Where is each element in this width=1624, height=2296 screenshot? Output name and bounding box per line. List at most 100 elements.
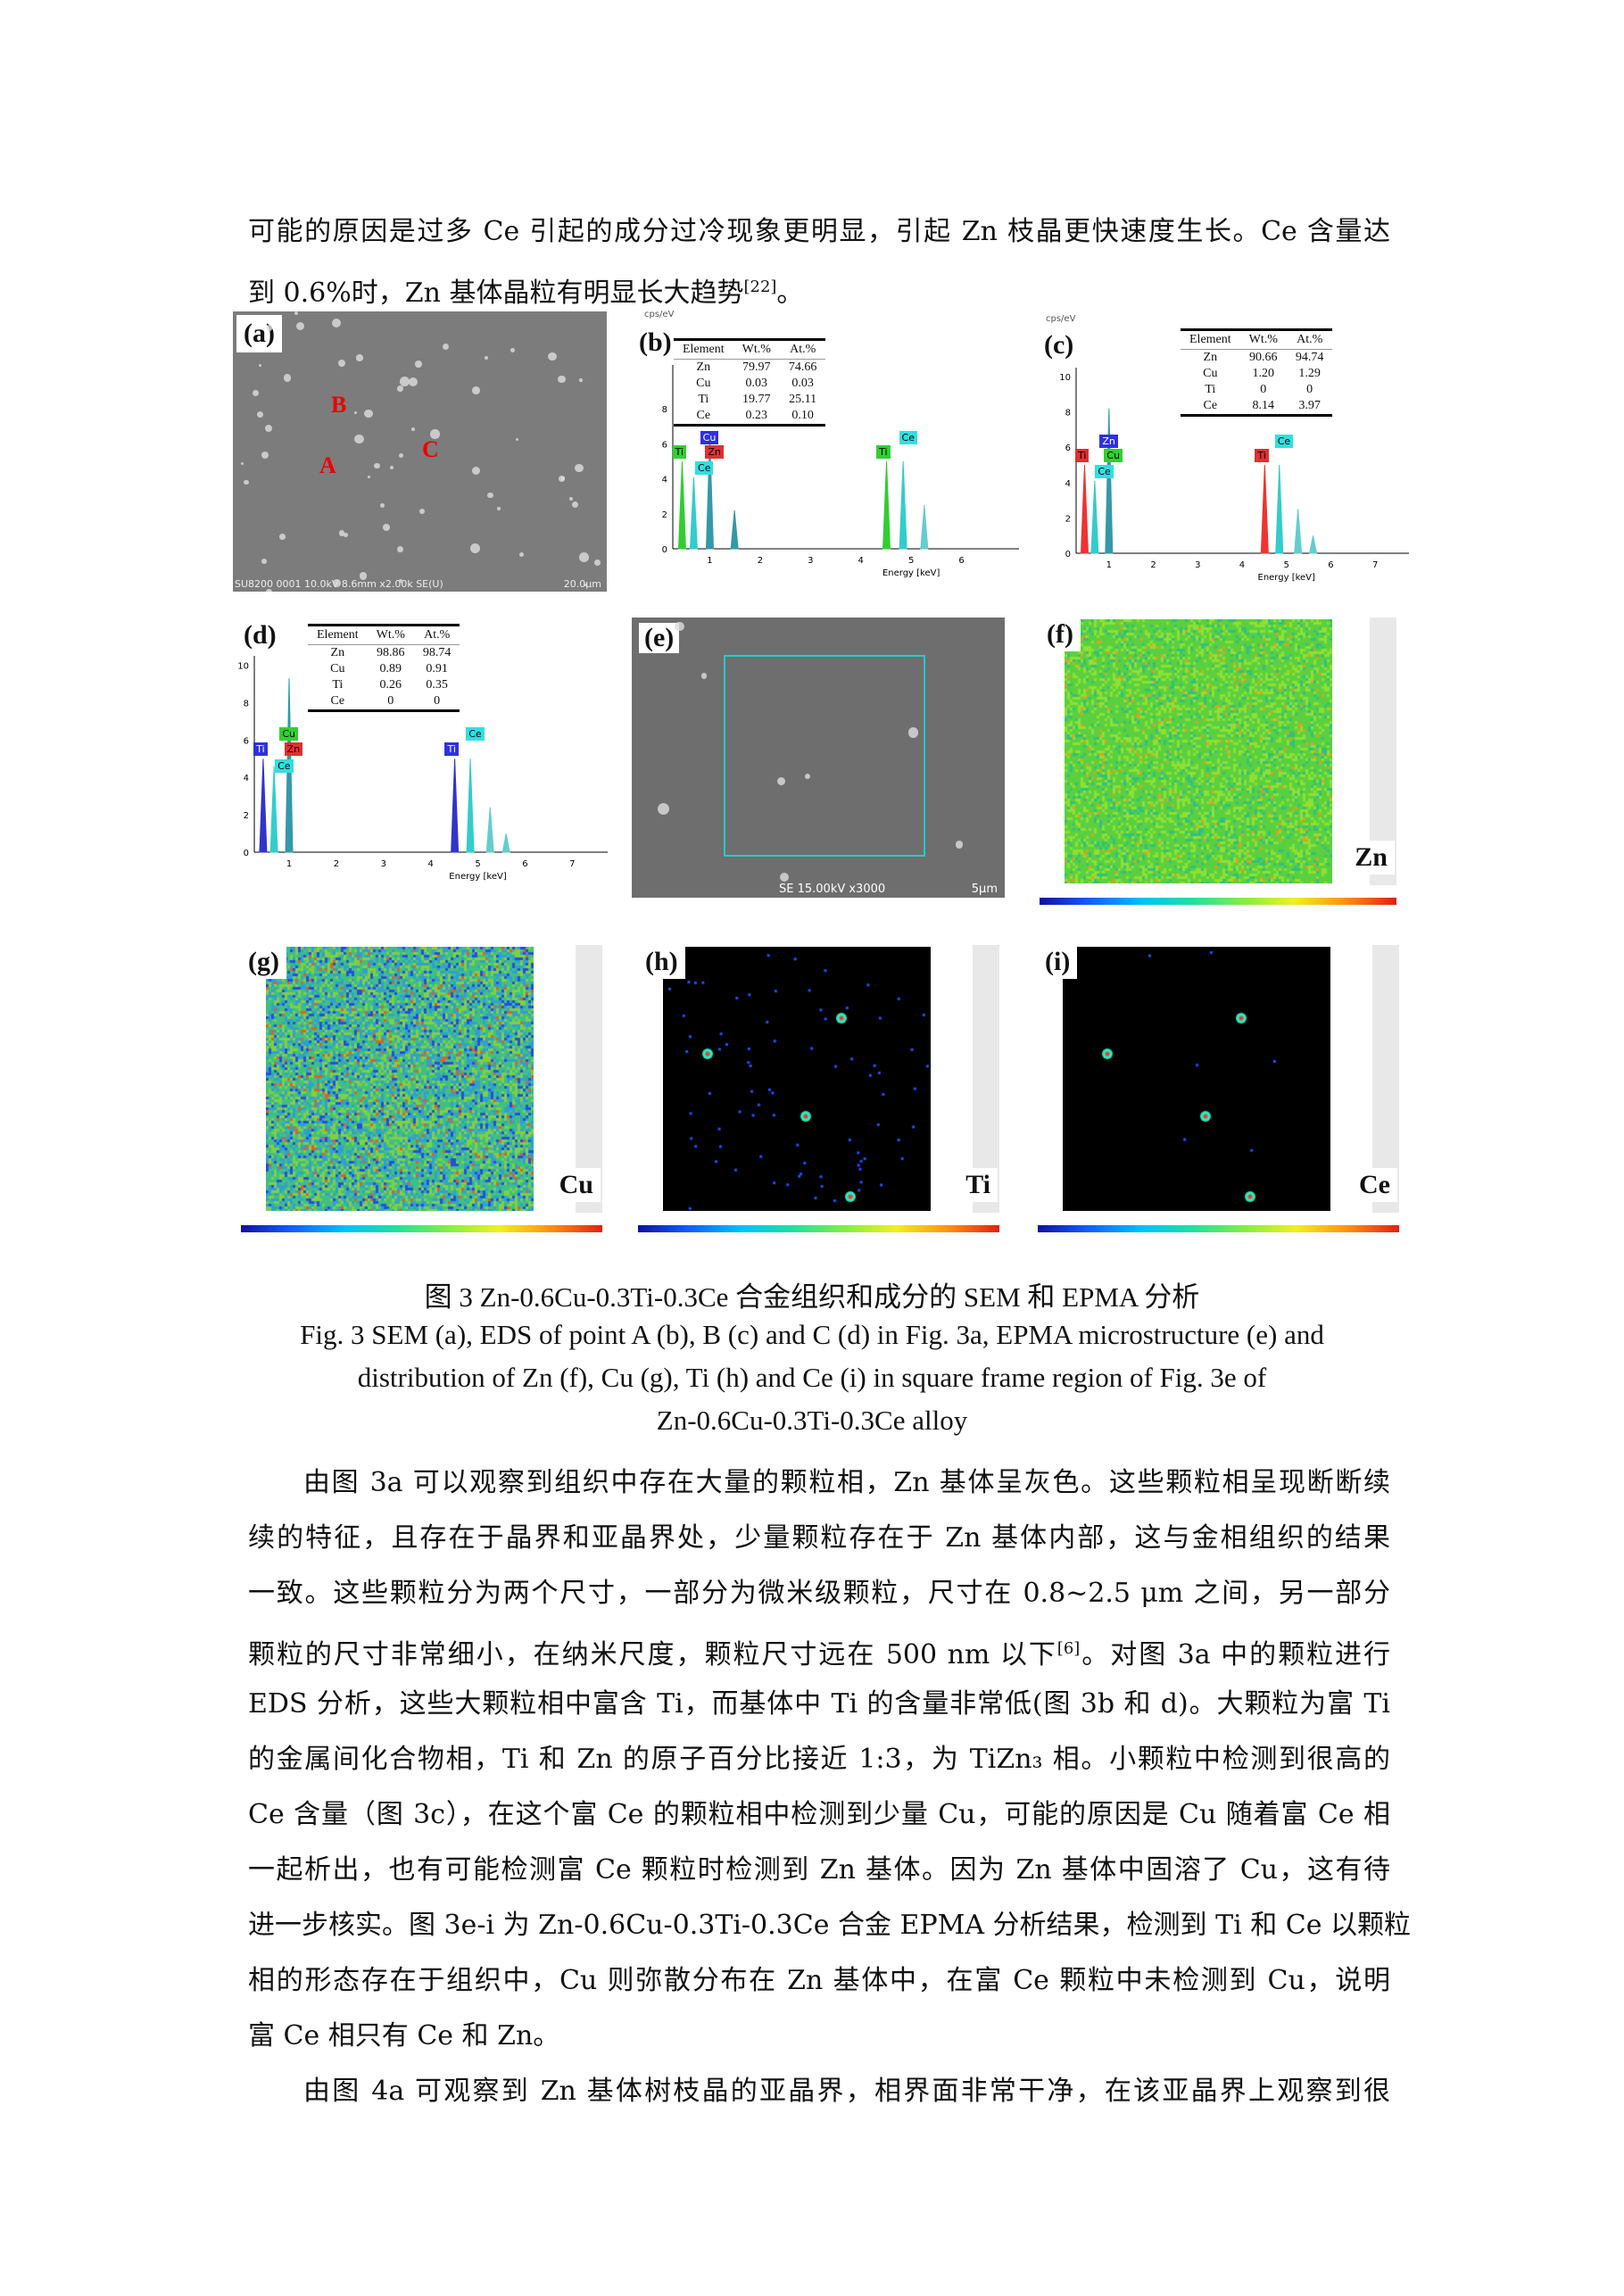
y-tick-label: 8 <box>244 699 249 709</box>
body-line: 进一步核实。图 3e-i 为 Zn-0.6Cu-0.3Ti-0.3Ce 合金 E… <box>248 1910 1412 1941</box>
body-line: 由图 3a 可以观察到组织中存在大量的颗粒相，Zn 基体呈灰色。这些颗粒相呈现断… <box>303 1467 1390 1498</box>
table-cell: 8.14 <box>1252 399 1275 412</box>
element-label: Cu <box>551 1168 601 1202</box>
body-line: Ce 含量（图 3c），在这个富 Ce 的颗粒相中检测到少量 Cu，可能的原因是… <box>248 1799 1390 1830</box>
element-tag: Ce <box>899 431 917 445</box>
panel-label: (e) <box>639 623 680 653</box>
particle <box>374 462 380 469</box>
particle <box>571 501 578 508</box>
x-tick-label: 6 <box>958 556 964 566</box>
panel-label: (h) <box>638 945 685 979</box>
particle <box>399 579 403 584</box>
table-header: Wt.% <box>367 625 414 645</box>
table-header: At.% <box>779 339 826 360</box>
caption-en: Zn-0.6Cu-0.3Ti-0.3Ce alloy <box>656 1405 968 1436</box>
element-map <box>1065 619 1332 883</box>
particle <box>354 434 364 444</box>
particle <box>356 354 363 361</box>
table-row: Cu 0.89 0.91 <box>308 661 460 677</box>
spectrum-plot: 1 2 3 4 5 6 0 2 4 6 8 Energy [keV] <box>662 365 1019 578</box>
ce-map-i: (i) Ce <box>1038 945 1399 1243</box>
spectrum-peak <box>689 477 698 550</box>
particle <box>283 374 292 382</box>
particle <box>575 464 584 473</box>
table-cell: 1.20 <box>1252 367 1275 380</box>
particle <box>515 437 518 441</box>
table-cell: Ce <box>1203 399 1218 412</box>
x-tick-label: 4 <box>858 556 864 566</box>
element-tag: Ce <box>695 460 714 475</box>
point-a: A <box>319 452 336 478</box>
text: 。对图 3a 中的颗粒进行 <box>1080 1639 1390 1670</box>
table-row: Zn 79.97 74.66 <box>674 360 825 377</box>
square-frame <box>724 655 925 857</box>
particle <box>337 359 346 367</box>
citation: [6] <box>1056 1639 1081 1658</box>
panel-label: (c) <box>1040 330 1078 361</box>
element-map <box>1063 947 1330 1211</box>
particle <box>955 841 964 849</box>
element-map <box>663 947 931 1211</box>
particle <box>266 324 273 331</box>
table-cell: 79.97 <box>742 361 771 374</box>
particle <box>497 507 501 511</box>
table-header: Element <box>308 625 368 645</box>
y-tick-label: 4 <box>662 476 667 485</box>
table-row: Ti 0.26 0.35 <box>308 677 460 693</box>
particle <box>568 496 573 501</box>
spectrum-peak <box>1275 464 1284 554</box>
element-tag: Zn <box>284 742 303 756</box>
panel-label: (b) <box>635 327 675 358</box>
element-tag: Ce <box>275 758 294 773</box>
x-tick-label: 6 <box>1328 560 1333 570</box>
table-cell: Ce <box>696 409 711 422</box>
spectrum-peak <box>1090 480 1099 554</box>
table-cell: 1.29 <box>1298 367 1321 380</box>
table-row: Ce 0.23 0.10 <box>674 408 825 426</box>
table-cell: 0.23 <box>745 409 768 422</box>
particle <box>579 377 583 382</box>
epma-image-e: (e) SE 15.00kV x3000 5μm <box>632 618 1005 898</box>
y-unit: cps/eV <box>1046 314 1076 324</box>
table-cell: 0.03 <box>745 377 768 390</box>
x-tick-label: 7 <box>1372 560 1378 570</box>
element-tag: Ti <box>253 742 268 756</box>
element-tag: Ti <box>444 742 459 756</box>
citation: [22] <box>743 278 777 296</box>
table-cell: Cu <box>330 662 345 676</box>
particle <box>415 361 422 368</box>
spectrum-peak <box>705 436 715 550</box>
y-tick-label: 6 <box>1065 443 1071 453</box>
table-cell: 74.66 <box>788 361 817 374</box>
particle <box>379 503 385 509</box>
table-cell: 0 <box>1306 383 1313 396</box>
particle <box>398 453 403 458</box>
body-line: 可能的原因是过多 Ce 引起的成分过冷现象更明显，引起 Zn 枝晶更快速度生长。… <box>248 216 1390 247</box>
table-cell: 0.26 <box>379 678 402 692</box>
text: 颗粒的尺寸非常细小，在纳米尺度，颗粒尺寸远在 500 nm 以下 <box>248 1639 1057 1670</box>
particle <box>389 465 394 470</box>
particle <box>418 508 425 514</box>
composition-table: Element Wt.% At.% Zn 79.97 74.66 Cu 0.03 0.03 Ti 1… <box>674 338 826 427</box>
table-cell: 19.77 <box>742 393 771 406</box>
text: 到 0.6%时，Zn 基体晶粒有明显长大趋势 <box>248 278 744 309</box>
particle <box>344 533 348 538</box>
x-tick-label: 5 <box>1284 560 1289 570</box>
particle <box>430 429 440 439</box>
spectrum-peak <box>259 758 268 853</box>
panel-label: (a) <box>236 315 282 352</box>
scale-bar-label: 20.0μm <box>563 578 601 590</box>
y-tick-label: 0 <box>662 545 667 555</box>
particle <box>279 534 286 540</box>
particle <box>339 530 345 536</box>
y-tick-label: 2 <box>244 811 249 821</box>
particle <box>657 802 669 815</box>
particle <box>331 318 341 327</box>
particle <box>558 376 566 384</box>
table-cell: 0.91 <box>426 662 448 676</box>
table-cell: Cu <box>696 377 711 390</box>
table-cell: 0.10 <box>791 409 814 422</box>
particle <box>584 583 587 586</box>
x-tick-label: 6 <box>522 859 527 869</box>
